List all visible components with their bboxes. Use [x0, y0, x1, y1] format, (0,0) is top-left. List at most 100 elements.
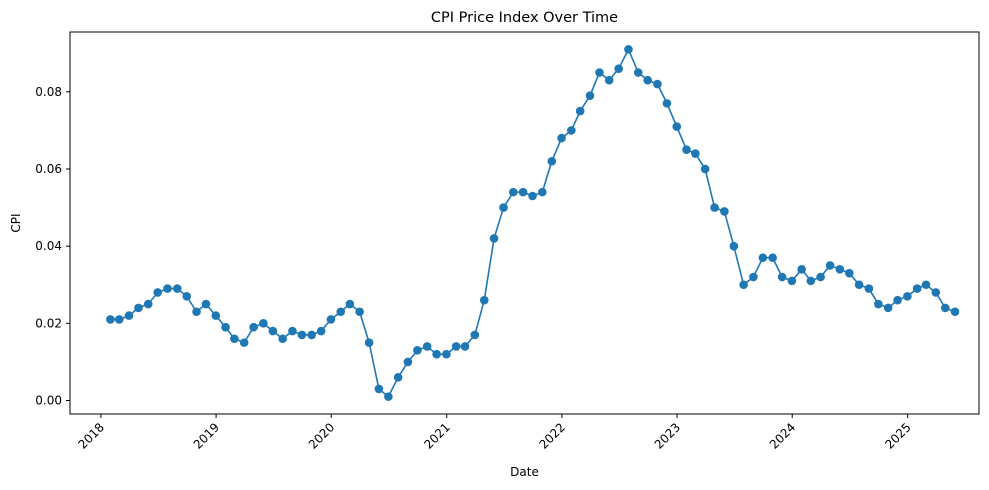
data-point: [230, 334, 239, 344]
data-point: [854, 280, 864, 290]
data-point: [460, 342, 470, 351]
data-point: [106, 315, 115, 324]
data-point: [604, 75, 614, 85]
data-point: [479, 295, 489, 305]
chart-title: CPI Price Index Over Time: [431, 10, 618, 26]
data-point: [489, 234, 499, 243]
data-point: [538, 187, 547, 197]
data-point: [172, 284, 182, 293]
data-point: [903, 292, 912, 301]
data-point: [259, 319, 268, 328]
data-point: [777, 272, 787, 282]
data-point: [211, 311, 221, 320]
data-point: [345, 299, 355, 309]
data-point: [893, 295, 902, 305]
data-point: [182, 292, 192, 301]
data-point: [768, 253, 777, 263]
data-point: [643, 75, 653, 85]
data-point: [547, 156, 557, 166]
data-point: [806, 276, 816, 286]
data-point: [653, 79, 662, 89]
data-point: [787, 276, 797, 286]
data-point: [921, 280, 931, 290]
data-point: [336, 307, 346, 317]
data-point: [124, 311, 134, 320]
data-point: [749, 272, 758, 282]
data-point: [518, 187, 528, 197]
data-point: [374, 384, 384, 394]
data-point: [931, 288, 941, 297]
data-point: [326, 315, 336, 324]
data-point: [710, 203, 719, 212]
y-axis-title: CPI: [9, 213, 23, 232]
data-point: [355, 307, 364, 317]
data-point: [575, 106, 585, 116]
data-point: [682, 145, 691, 154]
data-point: [624, 45, 633, 54]
data-point: [307, 330, 316, 340]
y-tick-label: 0.08: [35, 85, 62, 99]
data-point: [825, 261, 835, 270]
data-point: [883, 303, 893, 313]
data-point: [595, 68, 604, 77]
data-point: [940, 303, 950, 313]
data-point: [268, 326, 278, 336]
data-point: [499, 203, 508, 212]
data-point: [912, 284, 922, 293]
data-point: [432, 349, 441, 359]
data-point: [528, 191, 537, 201]
data-point: [845, 268, 854, 278]
data-point: [567, 126, 576, 135]
data-point: [729, 241, 739, 251]
data-point: [297, 330, 307, 340]
data-point: [950, 307, 960, 317]
data-point: [614, 64, 623, 73]
data-point: [288, 326, 297, 336]
data-point: [403, 357, 413, 367]
data-point: [557, 133, 566, 143]
data-point: [874, 299, 883, 309]
data-point: [816, 272, 825, 282]
data-point: [413, 346, 422, 355]
data-point: [153, 288, 163, 297]
data-point: [797, 265, 806, 274]
data-point: [864, 284, 874, 293]
data-point: [163, 284, 172, 293]
data-point: [442, 349, 451, 359]
data-point: [393, 373, 403, 382]
data-point: [221, 322, 230, 332]
data-point: [422, 342, 432, 351]
data-point: [143, 299, 153, 309]
data-point: [249, 322, 258, 332]
data-point: [114, 315, 124, 324]
y-tick-label: 0.06: [35, 162, 62, 176]
data-point: [672, 122, 682, 131]
data-point: [201, 299, 211, 309]
plot-frame: [69, 31, 980, 415]
data-point: [278, 334, 287, 344]
data-point: [691, 149, 700, 158]
data-point: [451, 342, 461, 351]
data-point: [239, 338, 249, 347]
y-tick-label: 0.02: [35, 316, 62, 330]
data-point: [470, 330, 480, 340]
data-point: [633, 68, 643, 77]
data-point: [835, 265, 845, 274]
data-point: [316, 326, 326, 336]
data-point: [364, 338, 374, 347]
data-point: [192, 307, 201, 317]
data-point: [509, 187, 518, 197]
data-point: [662, 99, 672, 108]
data-point: [720, 207, 729, 216]
data-point: [739, 280, 748, 290]
data-point: [758, 253, 768, 263]
y-tick-label: 0.04: [35, 239, 62, 253]
data-point: [384, 392, 393, 401]
y-tick-label: 0.00: [35, 393, 62, 407]
x-axis-title: Date: [510, 465, 539, 479]
data-point: [700, 164, 710, 174]
